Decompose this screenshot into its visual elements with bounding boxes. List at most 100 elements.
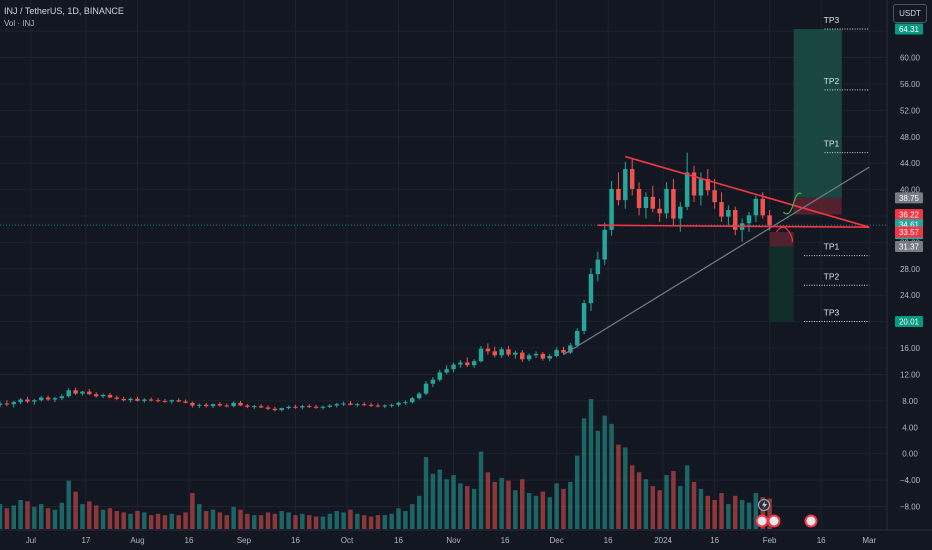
candle[interactable] xyxy=(238,402,243,406)
candle[interactable] xyxy=(348,403,353,405)
candle[interactable] xyxy=(410,398,415,403)
candle[interactable] xyxy=(162,400,168,402)
triangle-base-line[interactable] xyxy=(597,224,870,229)
candle[interactable] xyxy=(327,405,333,407)
candle[interactable] xyxy=(609,188,614,230)
candle[interactable] xyxy=(554,350,559,356)
candle[interactable] xyxy=(733,210,738,230)
candle[interactable] xyxy=(148,399,154,401)
earnings-marker-icon[interactable] xyxy=(755,514,769,528)
candle[interactable] xyxy=(306,406,312,408)
candle[interactable] xyxy=(93,394,99,397)
candle[interactable] xyxy=(595,259,601,275)
candle[interactable] xyxy=(561,350,566,353)
candle[interactable] xyxy=(176,400,181,402)
candle[interactable] xyxy=(520,352,525,360)
candle[interactable] xyxy=(11,402,16,405)
candle[interactable] xyxy=(492,351,497,356)
candle[interactable] xyxy=(66,390,71,397)
candle[interactable] xyxy=(4,403,10,405)
candle[interactable] xyxy=(602,229,607,260)
candle[interactable] xyxy=(355,404,360,406)
time-axis[interactable]: Jul 17 Aug 16 Sep 16 Oct 16 Nov 16 Dec 16 2024 16 Feb 1… xyxy=(26,536,877,545)
candle[interactable] xyxy=(719,202,724,217)
candle[interactable] xyxy=(430,379,436,384)
candle[interactable] xyxy=(18,399,23,403)
candle[interactable] xyxy=(506,349,511,355)
candle[interactable] xyxy=(389,404,394,406)
candle[interactable] xyxy=(121,398,126,401)
candle[interactable] xyxy=(726,210,731,217)
candle[interactable] xyxy=(203,404,209,407)
candle[interactable] xyxy=(142,399,147,401)
candle[interactable] xyxy=(767,215,772,226)
candle[interactable] xyxy=(258,406,264,408)
candle[interactable] xyxy=(265,407,271,409)
candle[interactable] xyxy=(183,401,188,403)
candle[interactable] xyxy=(629,169,635,189)
candle[interactable] xyxy=(526,355,532,360)
candle[interactable] xyxy=(368,404,374,406)
candle[interactable] xyxy=(114,397,120,399)
earnings-marker-icon[interactable] xyxy=(804,514,818,528)
candle[interactable] xyxy=(334,404,339,406)
symbol-title[interactable]: INJ / TetherUS, 1D, BINANCE xyxy=(4,6,124,16)
candle[interactable] xyxy=(25,399,30,402)
candle[interactable] xyxy=(444,369,449,373)
bullish-path-sketch[interactable] xyxy=(782,192,802,215)
support-trendline[interactable] xyxy=(563,166,870,356)
candle[interactable] xyxy=(80,391,85,394)
candle[interactable] xyxy=(760,198,765,216)
candle[interactable] xyxy=(279,408,284,411)
candle[interactable] xyxy=(423,383,429,394)
candle[interactable] xyxy=(636,188,642,209)
candle[interactable] xyxy=(451,364,456,370)
candle[interactable] xyxy=(32,400,37,402)
candle[interactable] xyxy=(533,353,539,356)
candle[interactable] xyxy=(678,206,683,219)
candle[interactable] xyxy=(712,190,717,203)
candle[interactable] xyxy=(341,403,346,405)
candle[interactable] xyxy=(252,406,257,408)
candles[interactable] xyxy=(0,152,772,412)
candle[interactable] xyxy=(513,352,518,355)
candle[interactable] xyxy=(458,362,463,365)
candle[interactable] xyxy=(59,396,65,399)
candle[interactable] xyxy=(100,394,106,397)
candle[interactable] xyxy=(588,274,594,304)
candle[interactable] xyxy=(540,353,546,359)
candle[interactable] xyxy=(705,179,711,191)
candle[interactable] xyxy=(471,361,477,366)
candle[interactable] xyxy=(52,398,58,400)
candle[interactable] xyxy=(169,400,175,402)
candle[interactable] xyxy=(0,403,3,405)
candle[interactable] xyxy=(478,348,484,362)
candle[interactable] xyxy=(45,397,51,400)
currency-button[interactable]: USDT xyxy=(893,4,927,23)
bearish-path-sketch[interactable] xyxy=(776,226,794,242)
candle[interactable] xyxy=(574,330,580,346)
volume-indicator-label[interactable]: Vol · INJ xyxy=(4,19,35,28)
candle[interactable] xyxy=(272,408,278,411)
candle[interactable] xyxy=(403,402,408,404)
candle[interactable] xyxy=(320,406,326,408)
candle[interactable] xyxy=(416,393,422,399)
event-markers[interactable] xyxy=(755,499,818,528)
candle[interactable] xyxy=(684,172,690,207)
candle[interactable] xyxy=(581,303,587,331)
candle[interactable] xyxy=(485,348,491,352)
earnings-marker-icon[interactable] xyxy=(767,514,781,528)
candle[interactable] xyxy=(437,372,443,380)
candle[interactable] xyxy=(671,188,676,219)
candle[interactable] xyxy=(375,405,381,407)
candle[interactable] xyxy=(643,196,649,209)
candle[interactable] xyxy=(698,179,704,196)
candle[interactable] xyxy=(499,349,504,356)
candle[interactable] xyxy=(190,402,195,406)
candle[interactable] xyxy=(155,400,161,402)
candle[interactable] xyxy=(210,404,216,407)
candle[interactable] xyxy=(87,391,92,395)
candle[interactable] xyxy=(107,394,113,398)
candle[interactable] xyxy=(623,169,628,201)
